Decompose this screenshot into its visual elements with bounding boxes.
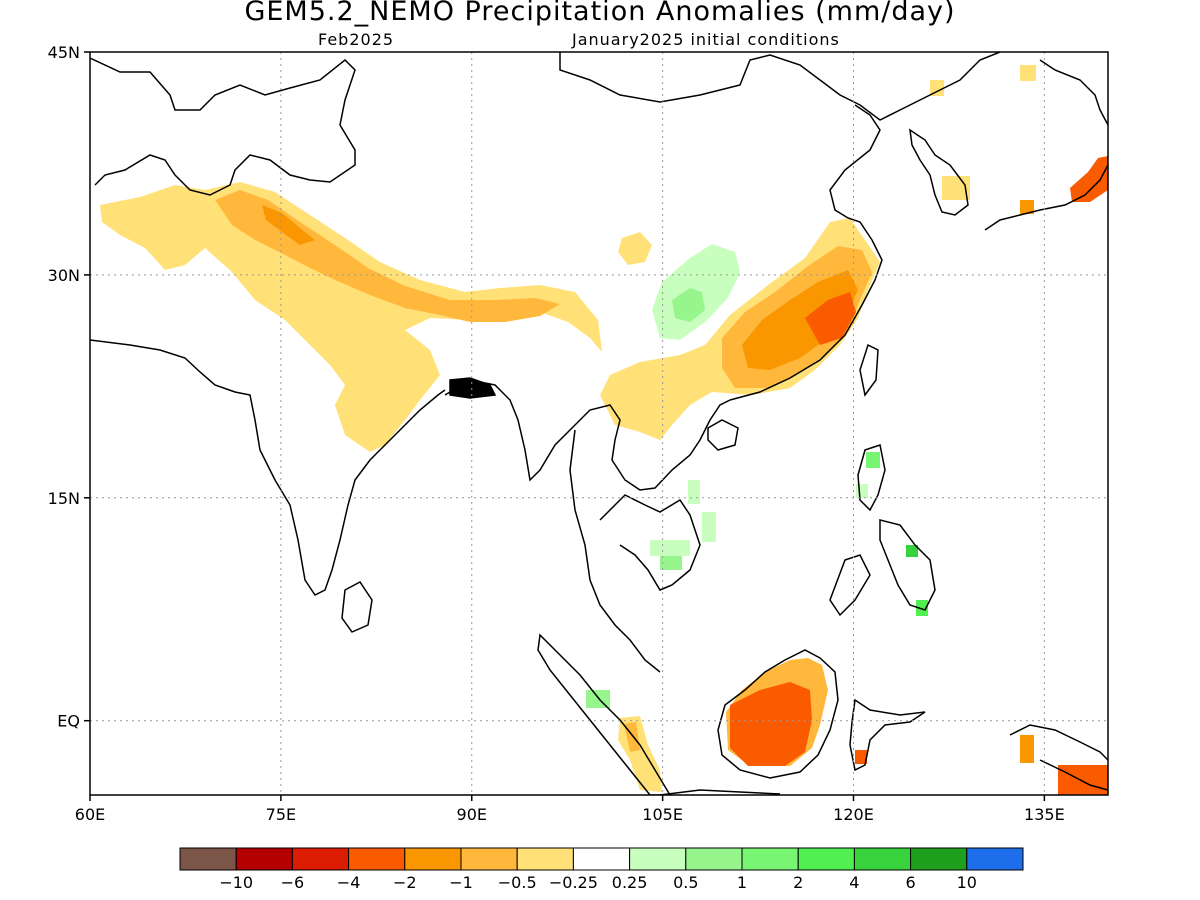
lon-tick-label: 105E [642,805,683,824]
colorbar-swatch [404,847,462,871]
colorbar-label: 1 [737,873,747,892]
lat-tick-label: 45N [48,43,80,62]
anomaly-cell-sulawesi-dry [855,750,867,764]
coastlines [90,52,1108,795]
colorbar-swatch [572,847,631,871]
colorbar-label: 2 [793,873,803,892]
anomaly-cell-japan-dry [1020,200,1034,214]
anomaly-region-japan-dry [1070,156,1108,202]
colorbar-swatch [291,847,350,871]
latitude-labels: 45N 30N 15N EQ [48,43,90,731]
colorbar-swatch [685,847,743,871]
lat-tick-label: 30N [48,266,80,285]
colorbar-label: −0.25 [549,873,598,892]
anomaly-region-himalaya [100,182,602,452]
lon-tick-label: 120E [833,805,874,824]
colorbar-label: 4 [849,873,859,892]
colorbar-label: −0.5 [498,873,537,892]
colorbar-label: −4 [337,873,361,892]
lon-tick-label: 60E [75,805,105,824]
anomaly-region-central-china-wet-core [672,288,705,322]
anomaly-cell-indochina-wet [660,556,682,570]
lat-tick-label: 15N [48,489,80,508]
anomaly-region-tibet [618,232,652,265]
anomaly-cell-sumatra-wet [586,690,610,708]
anomaly-cell-philippines-wet [856,484,868,498]
colorbar-label: −10 [219,873,253,892]
colorbar-label: −6 [281,873,305,892]
colorbar-swatch [910,847,968,871]
colorbar-swatch [629,847,687,871]
anomaly-region-sumatra-dry [618,716,662,792]
plot-frame [89,51,1109,796]
colorbar-label: −1 [449,873,473,892]
colorbar-label: 10 [957,873,977,892]
longitude-labels: 60E 75E 90E 105E 120E 135E [75,795,1065,824]
lon-tick-label: 135E [1024,805,1065,824]
gridlines [90,52,1108,795]
anomaly-field [100,65,1108,795]
lon-tick-label: 90E [457,805,487,824]
lat-tick-label: EQ [57,712,80,731]
anomaly-cell-newguinea-dry [1058,765,1108,795]
colorbar-swatch [235,847,293,871]
colorbar-swatch [460,847,518,871]
forecast-month: Feb2025 [318,30,395,49]
lon-tick-label: 75E [266,805,296,824]
colorbar-label: 0.25 [612,873,648,892]
colorbar-swatch [966,847,1024,871]
anomaly-cell-indochina-wet [688,480,700,504]
colorbar-label: 0.5 [673,873,698,892]
anomaly-region-himalaya-core [215,190,560,322]
anomaly-cell-philippines-wet [906,545,918,557]
anomaly-region-borneo-core [730,682,812,766]
anomaly-cell-philippines-wet [866,452,880,468]
colorbar-swatch [516,847,574,871]
anomaly-region-south-china-peak [742,270,858,370]
colorbar-label: 6 [906,873,916,892]
colorbar-swatch [348,847,406,871]
anomaly-cell-korea-dry [930,80,944,96]
initial-conditions: January2025 initial conditions [572,30,840,49]
colorbar-swatch [741,847,799,871]
colorbar-label: −2 [393,873,417,892]
colorbar: −10 −6 −4 −2 −1 −0.5 −0.25 0.25 0.5 1 2 4 6 10 [179,847,1024,892]
anomaly-cell-philippines-wet [916,600,928,616]
anomaly-region-himalaya-peak [262,205,315,245]
colorbar-swatch [797,847,855,871]
anomaly-cell-indochina-wet [650,540,690,556]
anomaly-cell-newguinea-dry [1020,735,1034,763]
colorbar-swatch [179,847,237,871]
anomaly-cell-indochina-wet [702,512,716,542]
anomaly-cell-japan-dry [1020,65,1036,81]
map-title: GEM5.2_NEMO Precipitation Anomalies (mm/… [244,0,956,27]
colorbar-swatch [853,847,912,871]
anomaly-region-south-china-max [805,292,856,345]
